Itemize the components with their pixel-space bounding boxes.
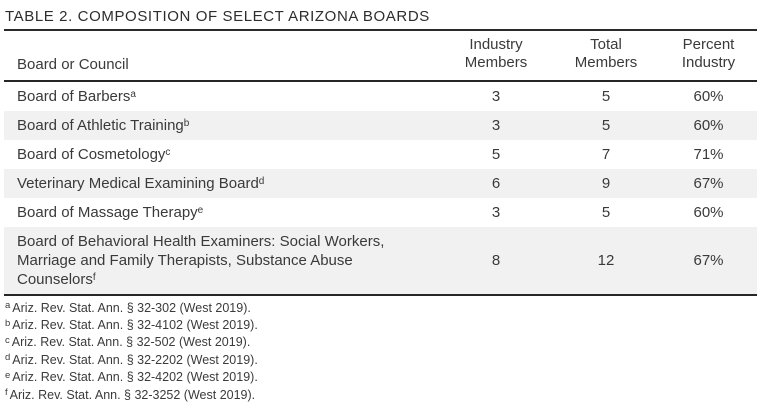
percent-industry-cell: 67% <box>693 174 724 192</box>
total-members-cell: 9 <box>601 174 611 192</box>
footnote: c Ariz. Rev. Stat. Ann. § 32-502 (West 20… <box>5 334 757 351</box>
table-row: Board of Cosmetologyc 5 7 71% <box>4 139 757 169</box>
board-name: Board of Massage Therapye <box>17 203 204 221</box>
footnote-marker: d <box>258 175 265 187</box>
industry-members-cell: 3 <box>491 87 501 105</box>
percent-industry-cell: 60% <box>693 203 724 221</box>
table-row: Board of Massage Therapye 3 5 60% <box>4 197 757 227</box>
percent-industry-cell: 60% <box>693 87 724 105</box>
footnote-marker: d <box>5 352 11 364</box>
footnote-marker: c <box>165 146 171 158</box>
industry-members-cell: 3 <box>491 116 501 134</box>
total-members-cell: 7 <box>601 145 611 163</box>
footnote-text: Ariz. Rev. Stat. Ann. § 32-4102 (West 20… <box>12 318 258 332</box>
table-row: Board of Athletic Trainingb 3 5 60% <box>4 110 757 140</box>
footnote-marker: a <box>5 300 11 312</box>
column-header-industry-members-label: Industry Members <box>464 36 528 72</box>
board-name: Board of Cosmetologyc <box>17 145 171 163</box>
board-name-cell: Veterinary Medical Examining Boardd <box>4 169 440 198</box>
board-name-cell: Board of Behavioral Health Examiners: So… <box>4 227 440 295</box>
column-header-percent-industry: Percent Industry <box>660 31 757 81</box>
table-row: Veterinary Medical Examining Boardd 6 9 … <box>4 168 757 198</box>
footnote-marker: a <box>130 88 136 100</box>
industry-members-cell: 8 <box>491 251 501 269</box>
footnote-marker: b <box>5 317 11 329</box>
footnote-text: Ariz. Rev. Stat. Ann. § 32-4202 (West 20… <box>12 370 258 385</box>
board-name-cell: Board of Massage Therapye <box>4 198 440 227</box>
total-members-cell: 5 <box>601 203 611 221</box>
column-header-industry-members: Industry Members <box>440 31 552 81</box>
footnote-text: Ariz. Rev. Stat. Ann. § 32-2202 (West 20… <box>12 352 258 367</box>
total-members-cell: 5 <box>601 116 611 134</box>
board-name: Board of Behavioral Health Examiners: So… <box>17 232 385 288</box>
paper-table-figure: TABLE 2. COMPOSITION OF SELECT ARIZONA B… <box>4 0 757 414</box>
percent-industry-cell: 67% <box>693 251 724 269</box>
industry-members-cell: 5 <box>491 145 501 163</box>
column-header-board: Board or Council <box>17 55 129 73</box>
footnote: f Ariz. Rev. Stat. Ann. § 32-3252 (West 2… <box>5 387 757 404</box>
table-title: TABLE 2. COMPOSITION OF SELECT ARIZONA B… <box>5 8 430 25</box>
footnote-marker: b <box>183 117 190 129</box>
footnote-marker: f <box>92 271 96 283</box>
footnote-text: Ariz. Rev. Stat. Ann. § 32-3252 (West 20… <box>9 387 256 402</box>
footnote-marker: c <box>5 334 10 346</box>
footnote-marker: e <box>197 204 204 216</box>
total-members-cell: 5 <box>601 87 611 105</box>
footnotes-block: a Ariz. Rev. Stat. Ann. § 32-302 (West 20… <box>4 296 757 404</box>
table-row: Board of Barbersa 3 5 60% <box>4 80 757 111</box>
industry-members-cell: 3 <box>491 203 501 221</box>
footnote: e Ariz. Rev. Stat. Ann. § 32-4202 (West 2… <box>5 369 757 386</box>
footnote: b Ariz. Rev. Stat. Ann. § 32-4102 (West 2… <box>5 317 757 334</box>
board-name-cell: Board of Cosmetologyc <box>4 140 440 169</box>
board-name-cell: Board of Athletic Trainingb <box>4 111 440 140</box>
percent-industry-cell: 71% <box>693 145 724 163</box>
column-header-percent-industry-label: Percent Industry <box>681 36 736 72</box>
footnote-marker: e <box>5 369 11 381</box>
board-name: Board of Barbersa <box>17 87 136 105</box>
board-name-cell: Board of Barbersa <box>4 81 440 111</box>
composition-table: Board or Council Industry Members Total … <box>4 31 757 296</box>
header-row: Board or Council Industry Members Total … <box>4 31 757 81</box>
footnote-text: Ariz. Rev. Stat. Ann. § 32-502 (West 201… <box>11 335 251 350</box>
percent-industry-cell: 60% <box>693 116 724 134</box>
column-header-total-members-label: Total Members <box>574 36 638 72</box>
footnote: d Ariz. Rev. Stat. Ann. § 32-2202 (West 2… <box>5 352 757 369</box>
total-members-cell: 12 <box>597 251 615 269</box>
board-name: Veterinary Medical Examining Boardd <box>17 174 265 192</box>
board-name: Board of Athletic Trainingb <box>17 116 190 134</box>
footnote: a Ariz. Rev. Stat. Ann. § 32-302 (West 20… <box>5 300 757 317</box>
industry-members-cell: 6 <box>491 174 501 192</box>
column-header-total-members: Total Members <box>552 31 660 81</box>
table-title-block: TABLE 2. COMPOSITION OF SELECT ARIZONA B… <box>4 0 757 31</box>
footnote-text: Ariz. Rev. Stat. Ann. § 32-302 (West 201… <box>12 300 251 315</box>
footnote-marker: f <box>5 387 8 399</box>
table-row: Board of Behavioral Health Examiners: So… <box>4 226 757 295</box>
